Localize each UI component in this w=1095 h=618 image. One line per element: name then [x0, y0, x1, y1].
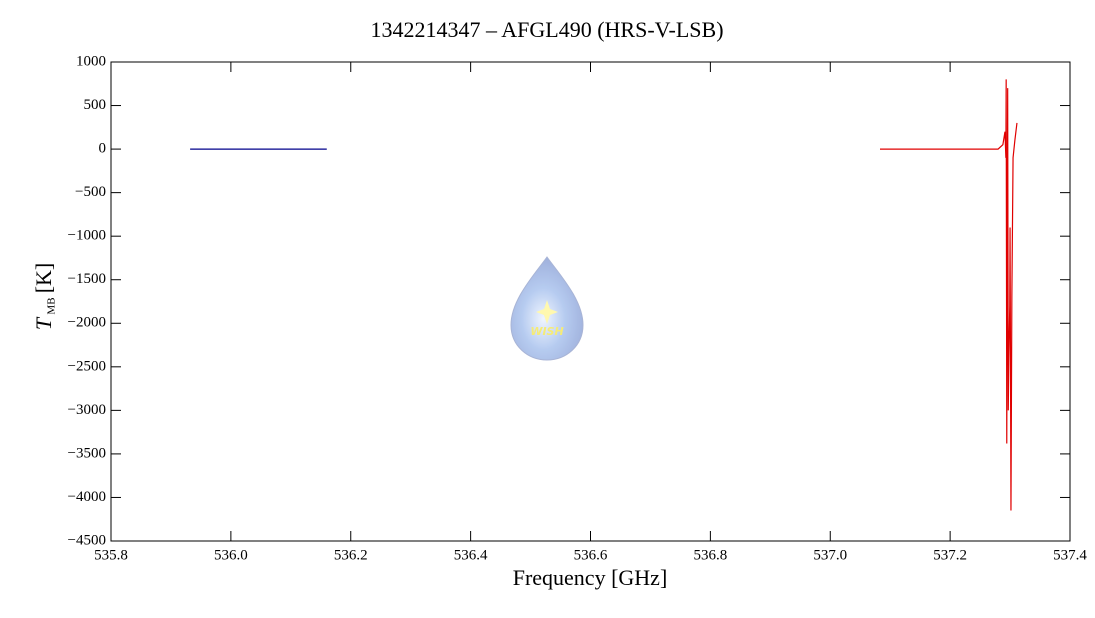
y-tick-label: 500: [84, 97, 107, 113]
y-label-subscript: MB: [46, 297, 58, 314]
y-tick-label: −3000: [68, 402, 106, 418]
y-tick-label: −4500: [68, 532, 106, 548]
chart-title: 1342214347 – AFGL490 (HRS-V-LSB): [370, 17, 723, 42]
y-label-symbol: T: [31, 316, 56, 330]
y-tick-label: −2000: [68, 315, 106, 331]
y-tick-label: −2500: [68, 358, 106, 374]
y-tick-label: 1000: [76, 53, 106, 69]
y-tick-label: −4000: [68, 489, 106, 505]
x-tick-label: 536.2: [334, 547, 368, 563]
x-tick-label: 537.4: [1053, 547, 1087, 563]
plot-frame: [110, 61, 1071, 542]
y-tick-label: −500: [75, 184, 106, 200]
x-tick-label: 535.8: [94, 547, 128, 563]
y-label-unit: [K]: [31, 263, 56, 294]
x-axis-label: Frequency [GHz]: [513, 565, 668, 590]
x-tick-label: 537.0: [813, 547, 847, 563]
y-tick-label: −1500: [68, 271, 106, 287]
x-tick-label: 536.4: [454, 547, 488, 563]
y-tick-label: −1000: [68, 228, 106, 244]
x-tick-label: 536.0: [214, 547, 248, 563]
y-tick-label: −3500: [68, 445, 106, 461]
x-tick-label: 536.6: [574, 547, 608, 563]
series-line: [880, 79, 1018, 511]
x-tick-label: 536.8: [694, 547, 728, 563]
watermark-text: WISH: [530, 325, 563, 338]
y-axis-label: T MB [K]: [31, 263, 57, 330]
watermark-logo: WISH: [510, 256, 584, 361]
x-tick-label: 537.2: [933, 547, 967, 563]
y-tick-label: 0: [99, 141, 107, 157]
